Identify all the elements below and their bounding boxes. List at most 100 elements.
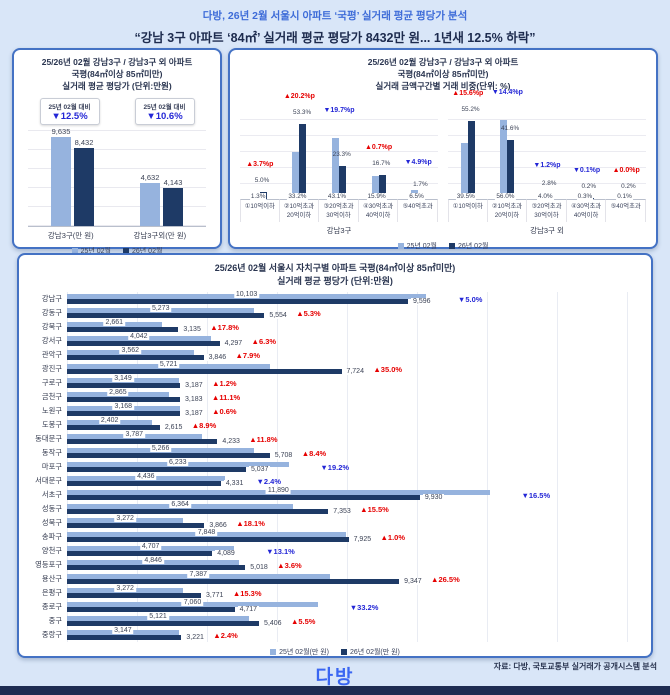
value-label-25: 4.0% (537, 192, 554, 200)
value-label-26: 9,347 (402, 577, 424, 585)
bar-26feb (67, 327, 179, 332)
bar-25feb (460, 143, 468, 199)
bar-group-others: 4,632 4,143 (140, 173, 183, 226)
district-label: 강북구 (41, 322, 62, 332)
legend: 25년 02월(만 원) 26년 02월(만 원) (19, 642, 651, 657)
district-label: 영등포구 (35, 560, 62, 570)
value-label-26: 7,724 (344, 367, 366, 375)
change-label: ▼16.5% (521, 490, 551, 500)
district-bars: 3,149 3,187 ▲1.2% (67, 375, 645, 390)
district-row: 도봉구 2,402 2,615 ▲8.9% (19, 417, 651, 432)
price-band-bars: ▲20.2%p 53.3% 33.2% (280, 93, 320, 200)
change-label: ▲26.5% (431, 574, 460, 584)
value-label-25: 2,402 (98, 417, 121, 425)
value-label-25: 43.1% (326, 192, 348, 200)
legend: 25년 02월 26년 02월 (230, 236, 656, 251)
district-bars: 2,865 3,183 ▲11.1% (67, 389, 645, 404)
value-label-26: 9,596 (410, 297, 433, 305)
district-row: 중구 5,121 5,406 ▲5.5% (19, 613, 651, 628)
legend: 25년 02월 26년 02월 (14, 241, 220, 256)
value-label-26: 8,432 (74, 138, 94, 148)
district-bars: 4,042 4,297 ▲6.3% (67, 333, 645, 348)
value-label-26: 4,717 (237, 605, 260, 613)
value-label-25: 6,364 (169, 501, 191, 509)
value-label-26: 3,187 (183, 381, 205, 389)
change-badge-others: 25년 02월 대비 ▼10.6% (134, 97, 195, 125)
district-row: 종로구 7,060 4,717 ▼33.2% (19, 599, 651, 614)
district-bars: 3,562 3,846 ▲7.9% (67, 347, 645, 362)
bar-26feb (67, 551, 213, 556)
legend-swatch-25 (397, 242, 404, 249)
district-row: 마포구 6,233 5,037 ▼19.2% (19, 459, 651, 474)
value-label-26: 5,018 (248, 563, 270, 571)
bar-26feb (378, 175, 386, 199)
value-label-25: 3,149 (112, 375, 134, 383)
change-label: ▲7.9% (235, 350, 261, 360)
value-label-25: 3,272 (114, 515, 136, 523)
district-row: 동작구 5,266 5,708 ▲8.4% (19, 445, 651, 460)
band-line1: ③20억초과 (531, 202, 562, 210)
district-label: 서초구 (41, 490, 62, 500)
band-line1: ②10억초과 (283, 202, 314, 210)
value-label-25: 39.5% (455, 192, 476, 200)
group-gangnam3: ▲3.7%p 5.0% 1.3% ①10억이하 (240, 93, 438, 236)
bar-25feb (140, 183, 160, 226)
district-label: 도봉구 (41, 420, 62, 430)
bar-26feb (67, 593, 202, 598)
change-label: ▲1.0% (380, 532, 406, 542)
bar-26feb (338, 166, 346, 199)
bar-26feb (67, 299, 409, 304)
district-bars: 3,272 3,866 ▲18.1% (67, 515, 645, 530)
bar-26feb (67, 495, 420, 500)
value-label-25: 7,387 (187, 571, 210, 579)
bar-26feb (67, 453, 270, 458)
value-label-26: 4,233 (220, 437, 242, 445)
district-rows: 강남구 10,103 9,596 ▼5.0% 강동구 5,273 (19, 291, 651, 643)
price-band-bars: ▲0.0%p 0.2% 0.1% (606, 119, 646, 200)
district-bars: 10,103 9,596 ▼5.0% (67, 291, 645, 306)
value-label-25: 10,103 (233, 291, 260, 299)
band-line2: 30억이하 (534, 211, 559, 219)
district-label: 마포구 (41, 462, 62, 472)
bar-group-gangnam3: 9,635 8,432 (51, 127, 94, 226)
change-badge-gangnam3: 25년 02월 대비 ▼12.5% (39, 97, 100, 125)
value-label-26: 3,866 (207, 521, 229, 529)
price-band-bars: ▼0.1%p 0.2% 0.3% (567, 119, 607, 200)
district-bars: 3,272 3,771 ▲15.3% (67, 585, 645, 600)
district-bars: 3,787 4,233 ▲11.8% (67, 431, 645, 446)
band-line2: 30억이하 (326, 211, 351, 219)
change-label: ▲8.4% (301, 448, 327, 458)
value-label-25: 2,865 (107, 389, 129, 397)
bar-26feb (67, 341, 220, 346)
value-label-26: 3,187 (183, 409, 205, 417)
bar-column: 4,143 (163, 178, 183, 226)
bar-26feb (67, 481, 221, 486)
change-label: ▲20.2%p (283, 93, 315, 101)
change-label: ▲17.8% (210, 322, 239, 332)
value-label-26: 3,771 (203, 591, 226, 599)
bar-26feb (67, 313, 265, 318)
bar-26feb (67, 537, 349, 542)
bar-column: 4,632 (140, 173, 160, 226)
change-label: ▼5.0% (457, 294, 483, 304)
bar-25feb (292, 152, 300, 199)
panel-avg-price: 25/26년 02월 강남3구 / 강남3구 외 아파트 국평(84㎡이상 85… (12, 48, 222, 255)
price-band-column: ▲15.6%p 55.2% 39.5% ①10억이하 (448, 90, 488, 222)
district-row: 강서구 4,042 4,297 ▲6.3% (19, 333, 651, 348)
legend-item: 26년 02월 (449, 241, 488, 251)
legend-item: 25년 02월(만 원) (270, 647, 329, 657)
value-label-25: 3,147 (112, 627, 134, 635)
district-row: 서대문구 4,436 4,331 ▼2.4% (19, 473, 651, 488)
change-label: ▼2.4% (256, 476, 281, 486)
title-line: 실거래 평균 평당가 (단위:만원) (62, 80, 172, 91)
bar-26feb (507, 140, 515, 199)
panel-price-bands: 25/26년 02월 강남3구 / 강남3구 외 아파트 국평(84㎡이상 85… (228, 48, 658, 251)
bar-26feb (67, 355, 204, 360)
change-label: ▲2.4% (213, 630, 238, 640)
value-label-26: 5.0% (254, 176, 270, 184)
bar-26feb (74, 148, 94, 226)
bar-26feb (67, 397, 181, 402)
district-row: 광진구 5,721 7,724 ▲35.0% (19, 361, 651, 376)
district-label: 중랑구 (41, 630, 62, 640)
district-bars: 11,890 9,930 ▼16.5% (67, 487, 645, 502)
